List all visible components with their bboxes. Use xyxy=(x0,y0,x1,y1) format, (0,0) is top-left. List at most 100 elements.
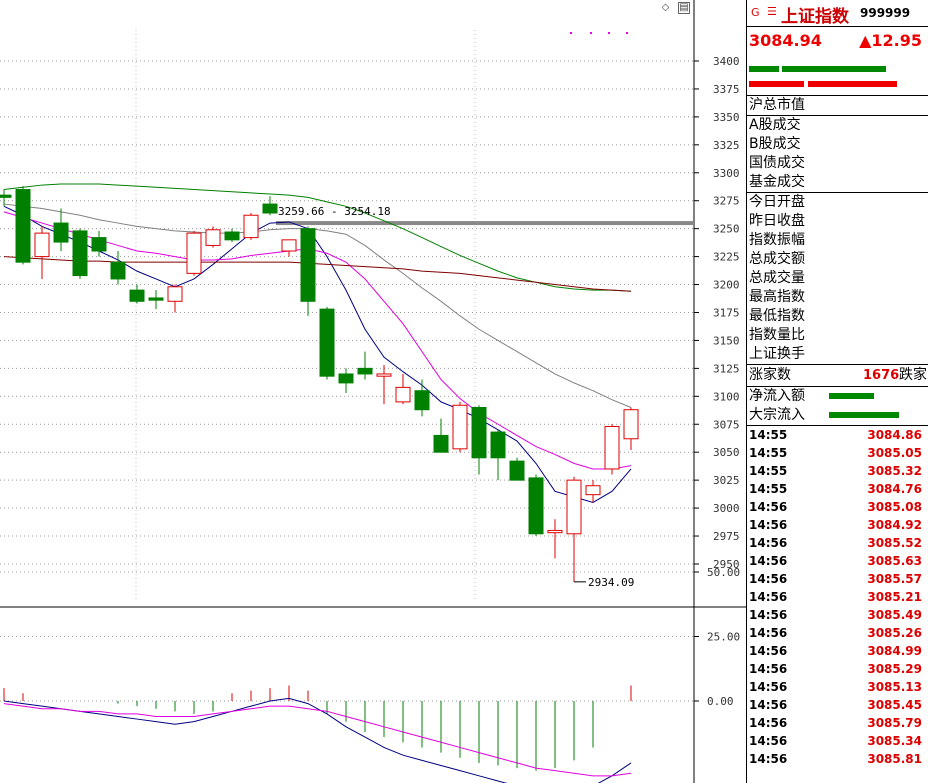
marker-dot xyxy=(626,32,628,34)
tick-time: 14:55 xyxy=(749,482,788,496)
tick-time: 14:56 xyxy=(749,716,788,730)
tick-time: 14:55 xyxy=(749,464,788,478)
tick-time: 14:56 xyxy=(749,518,788,532)
y-tick-label: 3125 xyxy=(713,362,740,375)
y-tick-label: 3250 xyxy=(713,223,740,236)
marker-dot xyxy=(570,32,572,34)
info-groups: 沪总市值 A股成交 B股成交 国债成交 基金成交 今日开盘 昨日收盘 指数振幅 总成交额 总成交量… xyxy=(747,96,928,365)
candle-body xyxy=(110,261,126,280)
tick-row: 14:56 3085.08 xyxy=(747,498,928,516)
tick-time: 14:56 xyxy=(749,644,788,658)
breadth-value: 1676 xyxy=(863,368,900,383)
tick-price: 3085.63 xyxy=(867,554,922,568)
tick-price: 3085.79 xyxy=(867,716,922,730)
info-group: A股成交 B股成交 国债成交 基金成交 xyxy=(747,116,928,193)
info-row: 最低指数 xyxy=(749,308,805,324)
tick-row: 14:56 3085.79 xyxy=(747,714,928,732)
info-row: 今日开盘 xyxy=(749,194,805,210)
kline-chart[interactable]: 3400 3375 3350 3325 3300 3275 3250 3225 3200 3175… xyxy=(0,0,746,783)
tick-row: 14:56 3084.92 xyxy=(747,516,928,534)
tick-time: 14:56 xyxy=(749,500,788,514)
tick-time: 14:56 xyxy=(749,554,788,568)
price-change: ▲12.95 xyxy=(859,31,922,50)
candle-body xyxy=(205,229,221,246)
candle-body xyxy=(91,237,107,252)
info-row: 总成交量 xyxy=(749,270,805,286)
tick-price: 3084.92 xyxy=(867,518,922,532)
window-icon[interactable]: ▤ xyxy=(678,2,690,14)
ma-line xyxy=(3,205,632,504)
tick-price: 3085.32 xyxy=(867,464,922,478)
candle-body xyxy=(167,286,183,302)
breadth-row: 涨家数 1676 跌家 xyxy=(747,365,928,387)
candle-body xyxy=(53,222,69,243)
y-tick-label: 3325 xyxy=(713,139,740,152)
tick-row: 14:56 3084.99 xyxy=(747,642,928,660)
tick-time: 14:56 xyxy=(749,698,788,712)
tick-row: 14:56 3085.34 xyxy=(747,732,928,750)
tick-row: 14:56 3085.63 xyxy=(747,552,928,570)
tick-time: 14:56 xyxy=(749,752,788,766)
candle-body xyxy=(604,425,620,470)
candle-body xyxy=(15,189,31,263)
tick-price: 3085.34 xyxy=(867,734,922,748)
candle-body xyxy=(129,289,145,302)
menu-icon[interactable]: ☰ xyxy=(767,5,777,18)
tick-row: 14:56 3085.13 xyxy=(747,678,928,696)
tick-price: 3085.13 xyxy=(867,680,922,694)
high-annotation: 3259.66 - 3254.18 xyxy=(278,205,391,218)
tick-price: 3085.45 xyxy=(867,698,922,712)
tick-price: 3085.21 xyxy=(867,590,922,604)
tick-time: 14:56 xyxy=(749,680,788,694)
y-tick-label: 3075 xyxy=(713,418,740,431)
candle-body xyxy=(566,479,582,535)
info-row: 指数振幅 xyxy=(749,232,805,248)
green-bar-b xyxy=(782,66,886,72)
flow-label: 大宗流入 xyxy=(749,407,805,423)
y-tick-label: 3150 xyxy=(713,334,740,347)
tick-time: 14:56 xyxy=(749,734,788,748)
candle-body xyxy=(452,404,468,450)
candle-body xyxy=(414,390,430,411)
y-tick-label: 3400 xyxy=(713,55,740,68)
candle-body xyxy=(490,431,506,459)
chart-canvas[interactable]: 3400 3375 3350 3325 3300 3275 3250 3225 3200 3175… xyxy=(0,0,746,783)
tick-price: 3085.08 xyxy=(867,500,922,514)
diamond-icon[interactable]: ◇ xyxy=(661,2,670,13)
candle-body xyxy=(281,239,297,252)
tick-list[interactable]: 14:55 3084.86 14:55 3085.05 14:55 3085.32 14:5… xyxy=(747,426,928,768)
info-row: 指数量比 xyxy=(749,327,805,343)
tick-time: 14:55 xyxy=(749,446,788,460)
tick-row: 14:56 3085.81 xyxy=(747,750,928,768)
info-group: 沪总市值 xyxy=(747,96,928,116)
ma-line xyxy=(3,211,632,470)
candle-body xyxy=(319,308,335,377)
last-price: 3084.94 xyxy=(749,31,822,50)
tick-time: 14:56 xyxy=(749,536,788,550)
candle-body xyxy=(471,406,487,459)
candle-body xyxy=(34,232,50,258)
flow-bar xyxy=(829,412,899,418)
flow-row: 净流入额 xyxy=(747,387,928,406)
candle-body xyxy=(0,194,12,198)
tick-price: 3085.49 xyxy=(867,608,922,622)
indicator-tick-label: 0.00 xyxy=(707,695,734,708)
y-tick-label: 3300 xyxy=(713,167,740,180)
info-row: 沪总市值 xyxy=(749,97,805,113)
flow-bar xyxy=(829,393,874,399)
tick-row: 14:56 3085.26 xyxy=(747,624,928,642)
marker-dot xyxy=(590,32,592,34)
index-title: 上证指数 xyxy=(781,7,849,27)
g-mark[interactable]: G xyxy=(751,6,760,19)
candle-body xyxy=(395,386,411,403)
tick-row: 14:55 3085.05 xyxy=(747,444,928,462)
candle-body xyxy=(623,409,639,440)
candle-body xyxy=(585,485,601,496)
buy-sell-bars xyxy=(747,57,928,96)
tick-price: 3085.81 xyxy=(867,752,922,766)
red-bar-b xyxy=(808,81,897,87)
y-tick-label: 3100 xyxy=(713,390,740,403)
info-row: A股成交 xyxy=(749,117,801,133)
tick-time: 14:55 xyxy=(749,428,788,442)
chart-toolbar: ◇ ▤ xyxy=(660,2,694,16)
